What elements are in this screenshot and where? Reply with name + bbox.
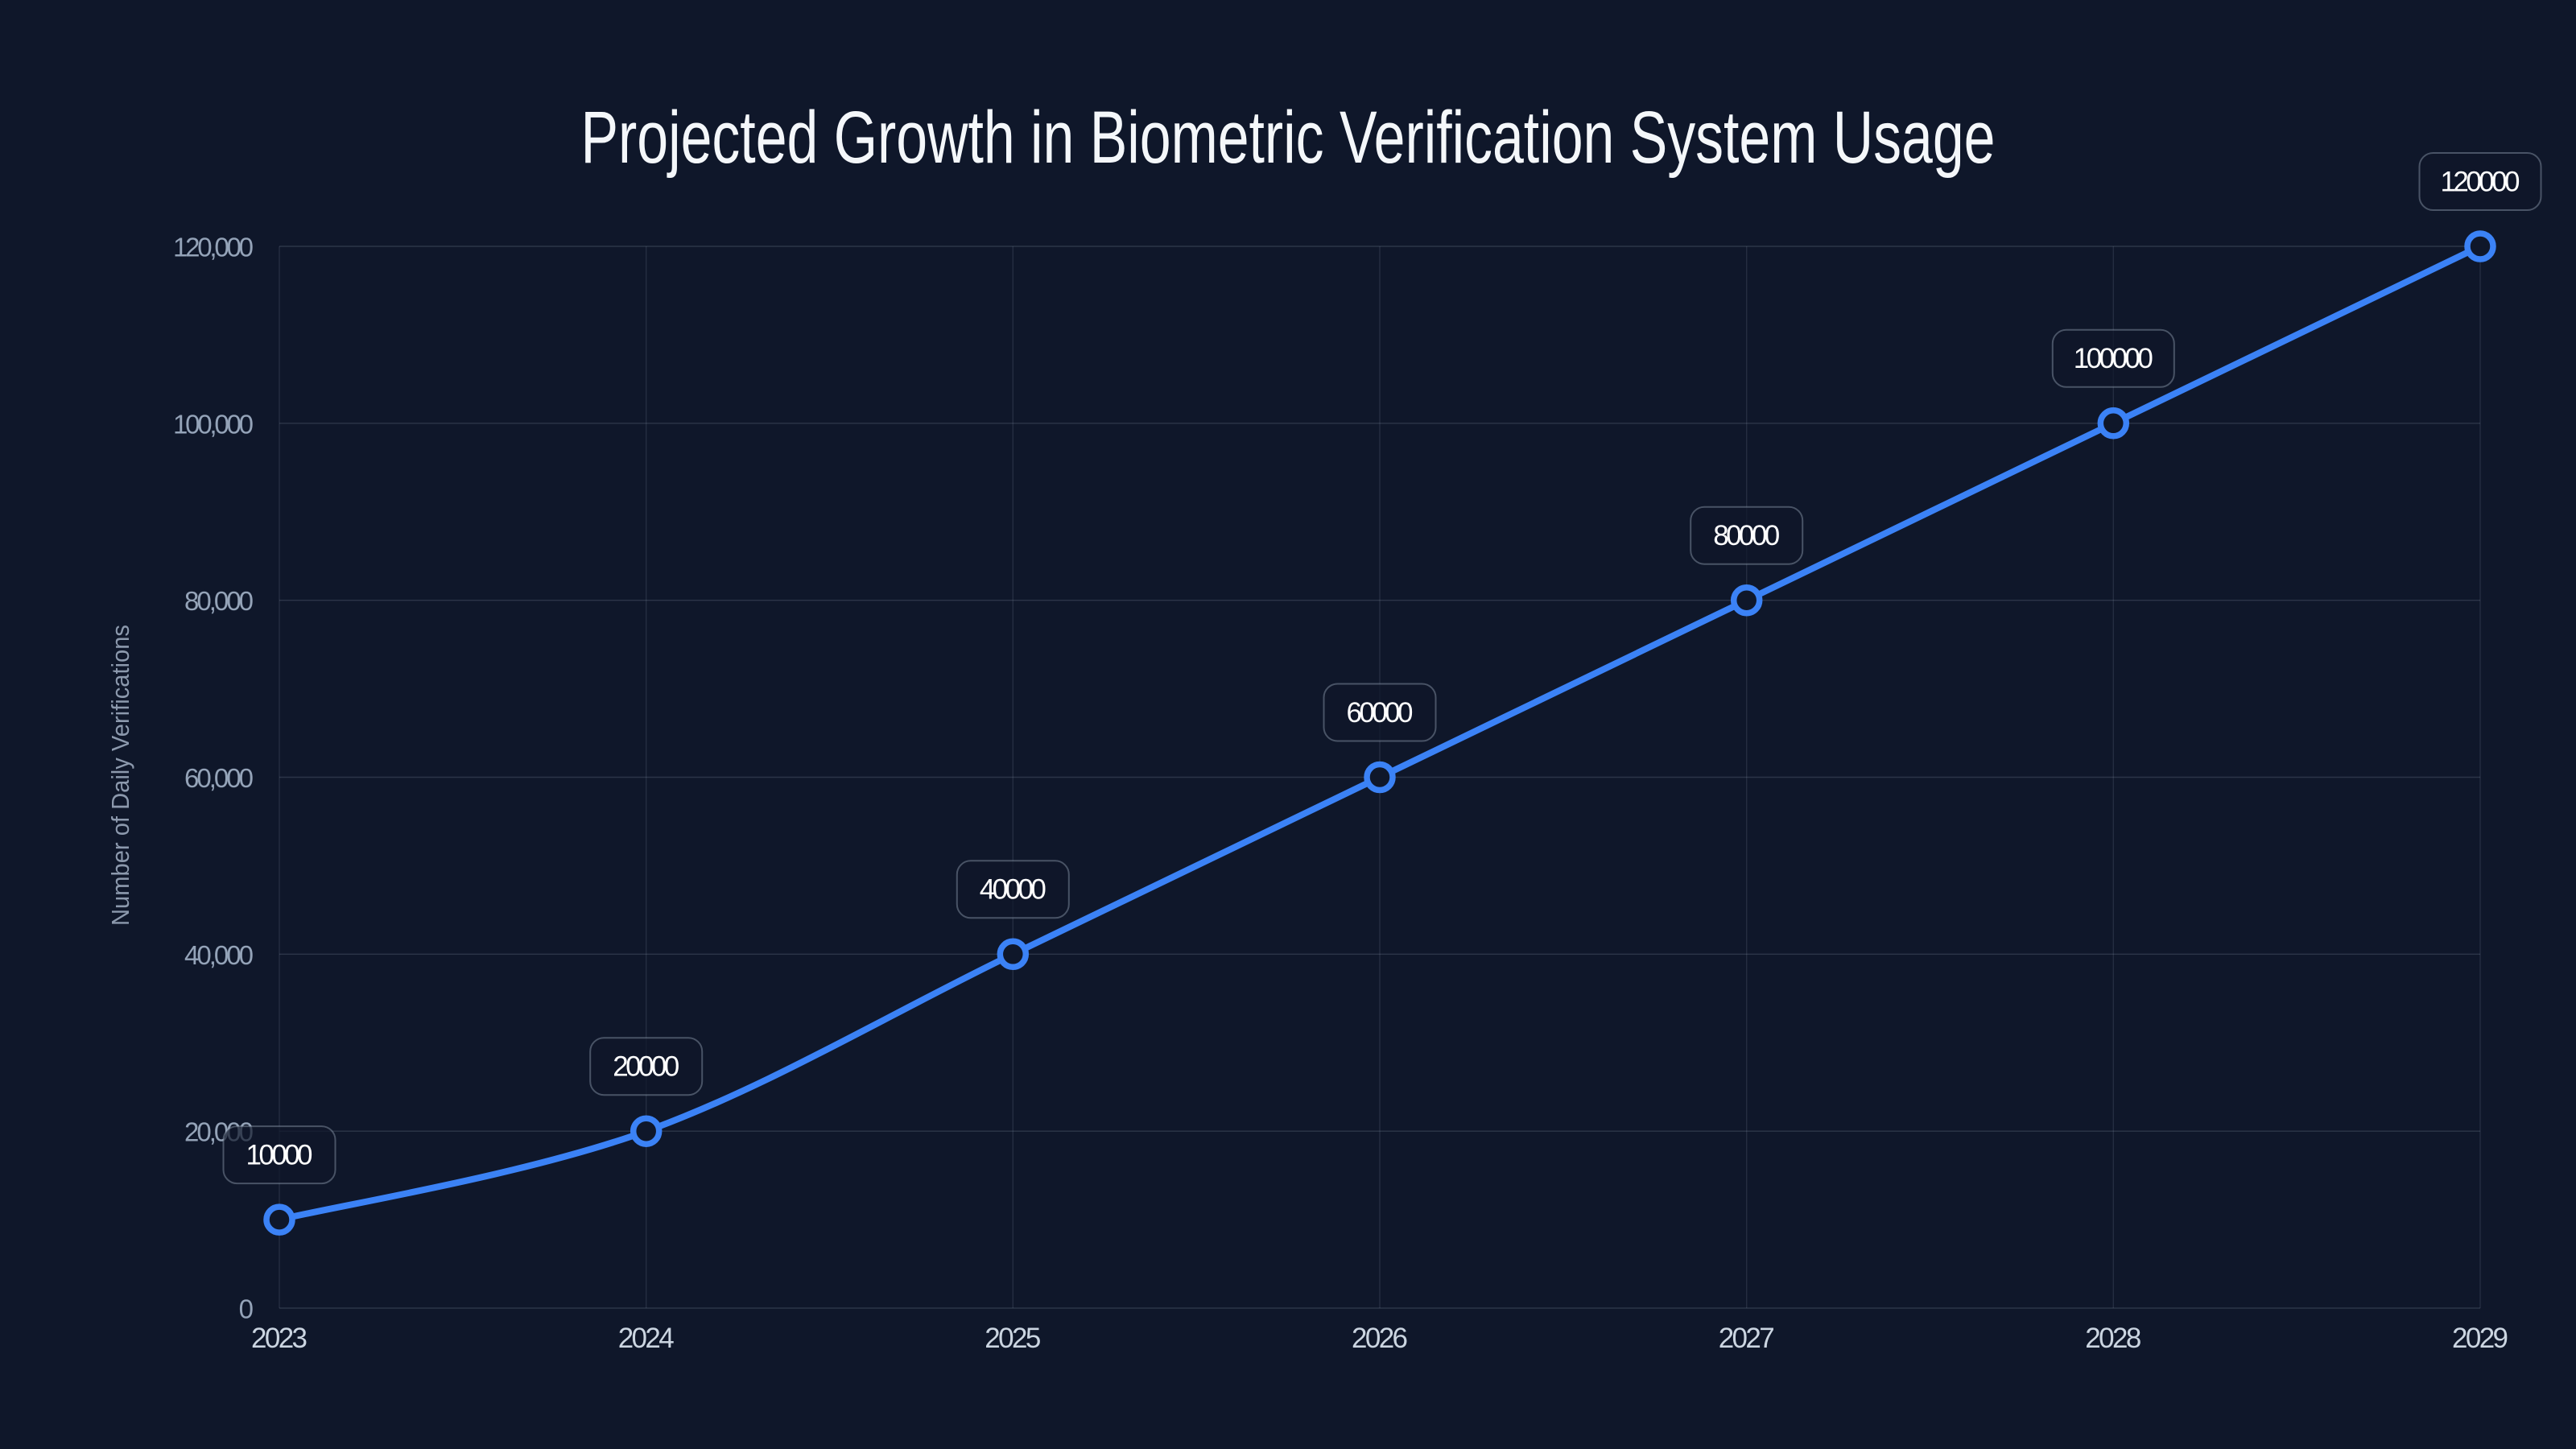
svg-text:100,000: 100,000 xyxy=(173,409,254,439)
svg-text:60,000: 60,000 xyxy=(184,763,254,793)
svg-text:Projected Growth in Biometric: Projected Growth in Biometric Verificati… xyxy=(581,97,1996,179)
svg-text:120000: 120000 xyxy=(2441,166,2520,197)
svg-text:2029: 2029 xyxy=(2452,1323,2508,1354)
svg-text:60000: 60000 xyxy=(1347,697,1414,729)
svg-text:120,000: 120,000 xyxy=(173,233,254,262)
svg-text:10000: 10000 xyxy=(246,1140,313,1171)
svg-text:2027: 2027 xyxy=(1719,1323,1775,1354)
svg-text:Number of Daily Verifications: Number of Daily Verifications xyxy=(106,625,134,926)
svg-text:2023: 2023 xyxy=(251,1323,308,1354)
svg-text:20000: 20000 xyxy=(613,1051,679,1083)
svg-text:2026: 2026 xyxy=(1352,1323,1408,1354)
svg-text:2024: 2024 xyxy=(618,1323,675,1354)
svg-text:80000: 80000 xyxy=(1713,520,1780,551)
svg-text:2025: 2025 xyxy=(985,1323,1041,1354)
svg-text:2028: 2028 xyxy=(2085,1323,2141,1354)
svg-text:40000: 40000 xyxy=(980,874,1046,906)
svg-text:40,000: 40,000 xyxy=(184,940,254,970)
svg-text:0: 0 xyxy=(239,1294,254,1324)
svg-text:80,000: 80,000 xyxy=(184,586,254,616)
svg-text:100000: 100000 xyxy=(2074,343,2153,374)
